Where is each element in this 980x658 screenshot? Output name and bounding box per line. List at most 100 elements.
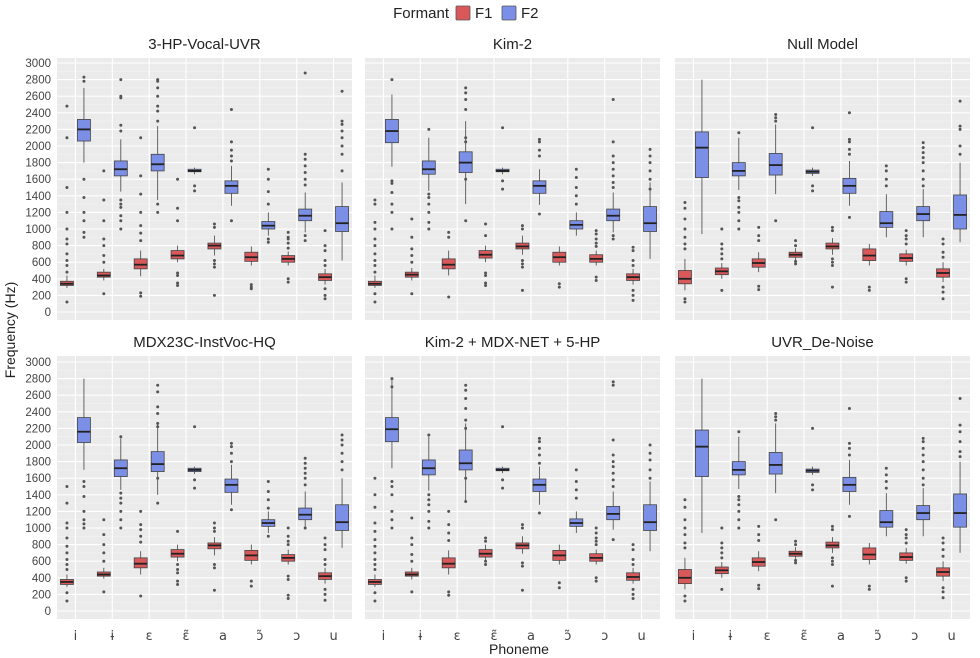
box-f2 xyxy=(335,89,349,261)
box-f2 xyxy=(113,435,128,530)
outlier-point xyxy=(904,242,908,246)
outlier-point xyxy=(958,440,962,444)
outlier-point xyxy=(611,174,615,178)
y-tick-label: 2600 xyxy=(25,390,51,402)
box-f2 xyxy=(458,86,473,223)
outlier-point xyxy=(683,505,687,509)
outlier-point xyxy=(720,556,724,560)
panel-title: Kim-2 xyxy=(493,36,532,53)
outlier-point xyxy=(193,425,197,429)
outlier-point xyxy=(65,551,69,555)
outlier-point xyxy=(82,518,86,522)
box-f1 xyxy=(751,225,766,292)
outlier-point xyxy=(720,252,724,256)
box-f1 xyxy=(244,544,259,588)
x-tick-label: ɛ xyxy=(764,629,771,644)
outlier-point xyxy=(683,227,687,231)
outlier-point xyxy=(921,156,925,160)
outlier-point xyxy=(82,230,86,234)
outlier-point xyxy=(574,167,578,171)
outlier-point xyxy=(390,227,394,231)
outlier-point xyxy=(904,536,908,540)
outlier-point xyxy=(501,478,505,482)
outlier-point xyxy=(941,297,945,301)
outlier-point xyxy=(737,227,741,231)
outlier-point xyxy=(82,79,86,83)
outlier-point xyxy=(373,259,377,263)
outlier-point xyxy=(683,217,687,221)
y-axis-title: Frequency (Hz) xyxy=(2,282,18,378)
outlier-point xyxy=(373,544,377,548)
outlier-point xyxy=(410,247,414,251)
outlier-point xyxy=(102,543,106,547)
box-f2 xyxy=(916,436,931,537)
outlier-point xyxy=(65,252,69,256)
outlier-point xyxy=(631,548,635,552)
outlier-point xyxy=(390,493,394,497)
outlier-point xyxy=(720,551,724,555)
box-f2 xyxy=(261,167,276,244)
outlier-point xyxy=(373,551,377,555)
outlier-point xyxy=(102,533,106,537)
y-tick-label: 0 xyxy=(45,606,51,618)
box-f1 xyxy=(368,198,382,304)
outlier-point xyxy=(323,543,327,547)
outlier-point xyxy=(594,229,598,233)
outlier-point xyxy=(958,144,962,148)
outlier-point xyxy=(286,539,290,543)
outlier-point xyxy=(847,152,851,156)
outlier-point xyxy=(737,518,741,522)
outlier-point xyxy=(574,488,578,492)
outlier-point xyxy=(611,186,615,189)
outlier-point xyxy=(611,167,615,171)
box-f2 xyxy=(805,126,820,193)
outlier-point xyxy=(648,161,652,165)
outlier-point xyxy=(757,288,761,292)
box-f2 xyxy=(953,397,967,553)
outlier-point xyxy=(340,433,344,437)
outlier-point xyxy=(683,242,687,246)
outlier-point xyxy=(794,262,798,266)
outlier-point xyxy=(683,599,687,603)
box-f1 xyxy=(96,518,111,594)
x-tick-label: ɨ xyxy=(419,629,423,644)
outlier-point xyxy=(65,568,69,571)
outlier-point xyxy=(156,405,160,409)
outlier-point xyxy=(303,234,307,238)
outlier-point xyxy=(266,167,270,171)
outlier-point xyxy=(631,543,635,547)
outlier-point xyxy=(867,285,871,289)
outlier-point xyxy=(303,71,307,75)
outlier-point xyxy=(303,456,307,460)
box-f2 xyxy=(953,99,967,243)
outlier-point xyxy=(390,179,394,183)
box-f2 xyxy=(879,466,894,537)
outlier-point xyxy=(410,553,414,557)
box-iqr xyxy=(224,180,239,194)
outlier-point xyxy=(757,225,761,229)
outlier-point xyxy=(229,508,233,512)
y-tick-label: 2800 xyxy=(25,374,51,386)
outlier-point xyxy=(464,397,468,401)
outlier-point xyxy=(212,521,216,525)
outlier-point xyxy=(340,136,344,140)
y-tick-label: 3000 xyxy=(25,58,51,70)
outlier-point xyxy=(921,468,925,472)
outlier-point xyxy=(303,183,307,187)
x-tick-label: ɨ xyxy=(729,629,733,644)
box-f2 xyxy=(569,468,584,533)
outlier-point xyxy=(720,546,724,550)
outlier-point xyxy=(410,254,414,258)
outlier-point xyxy=(501,187,505,191)
outlier-point xyxy=(176,563,180,567)
outlier-point xyxy=(102,518,106,522)
outlier-point xyxy=(611,181,615,185)
box-f1 xyxy=(170,177,185,287)
outlier-point xyxy=(611,465,615,469)
outlier-point xyxy=(286,577,290,581)
outlier-point xyxy=(303,157,307,161)
outlier-point xyxy=(941,290,945,294)
outlier-point xyxy=(737,430,741,434)
y-tick-label: 1600 xyxy=(25,473,51,485)
